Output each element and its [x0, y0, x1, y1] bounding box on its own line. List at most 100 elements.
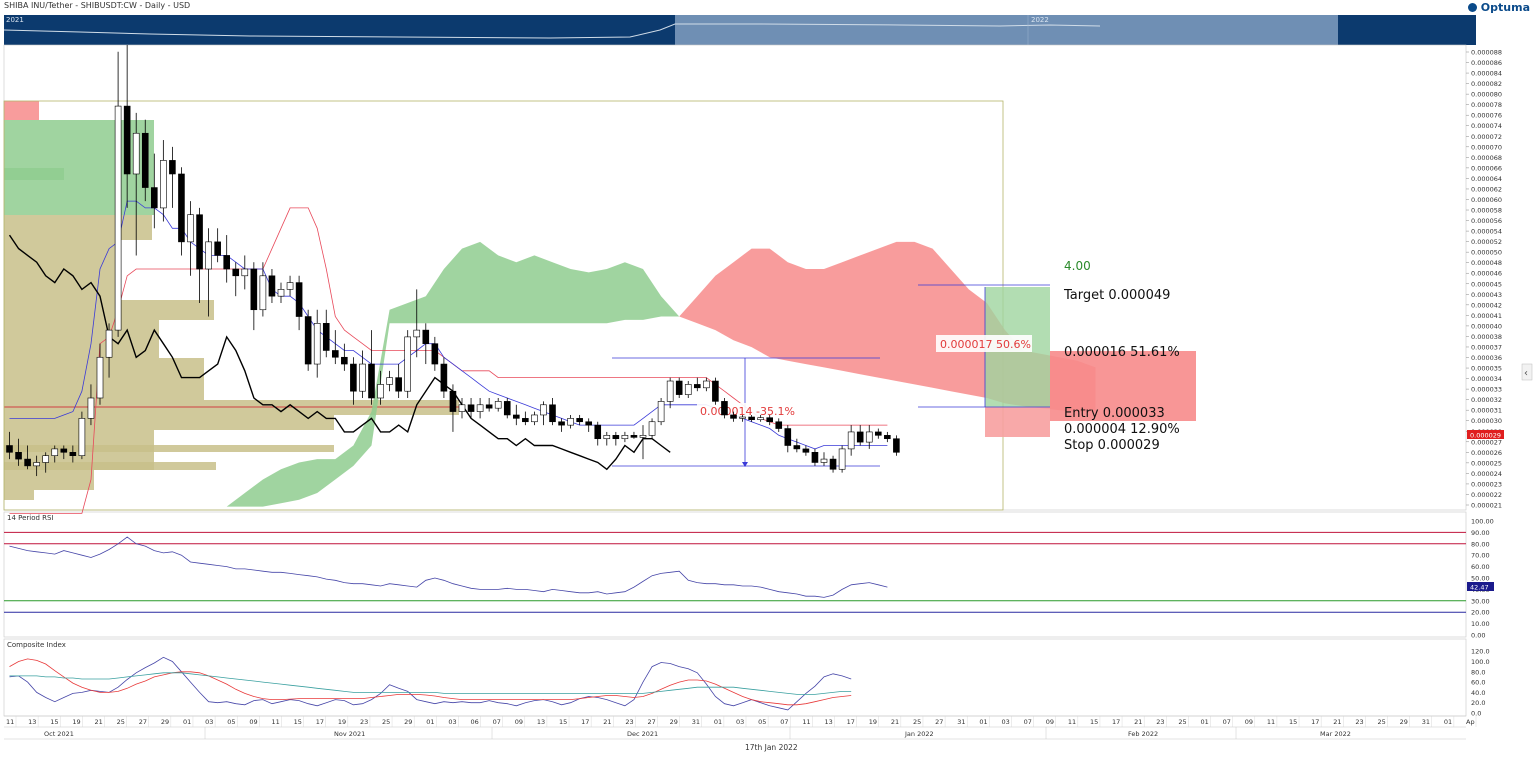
candle	[549, 397, 556, 426]
candle	[838, 445, 846, 473]
candle-body	[214, 241, 221, 256]
side-panel-toggle[interactable]	[1521, 363, 1533, 381]
entry-label: Entry 0.000033	[1064, 406, 1165, 421]
candle	[802, 445, 810, 456]
candle-body	[377, 384, 384, 399]
volume-profile-bar	[4, 358, 204, 400]
candle-body	[748, 416, 755, 421]
candle	[322, 309, 330, 358]
brand-logo: Optuma	[1467, 1, 1530, 14]
candle	[277, 282, 285, 303]
chart-title: SHIBA INU/Tether - SHIBUSDT:CW - Daily -…	[4, 1, 191, 10]
day-tick-label: 21	[891, 718, 899, 726]
day-tick-label: 17	[1112, 718, 1120, 726]
day-tick-label: 17	[316, 718, 324, 726]
candle-body	[277, 289, 285, 297]
candle-body	[395, 377, 402, 392]
candle	[811, 448, 819, 466]
candle	[874, 428, 882, 439]
day-tick-label: 23	[1156, 718, 1164, 726]
ci-fast-ma-line	[9, 658, 852, 706]
candle-body	[820, 458, 828, 463]
rsi-tick-label: 100.00	[1471, 518, 1494, 526]
candle	[350, 357, 357, 405]
day-tick-label: 31	[692, 718, 700, 726]
candle-body	[485, 404, 493, 409]
candle	[114, 51, 122, 337]
day-tick-label: 01	[426, 718, 434, 726]
candle	[331, 330, 339, 365]
candle-body	[567, 418, 574, 426]
position-tool[interactable]: 0.000017 50.6% 4.00 Target 0.000049 0.00001…	[918, 259, 1196, 453]
candle-body	[874, 431, 882, 436]
day-tick-label: 23	[360, 718, 368, 726]
day-tick-label: 15	[1289, 718, 1297, 726]
cloud-bullish	[226, 241, 680, 507]
last-price-badge	[1467, 430, 1504, 439]
candle	[847, 425, 855, 456]
candle	[96, 343, 104, 405]
candle	[639, 425, 647, 460]
ci-tick-label: 0.0	[1471, 710, 1481, 718]
candle-body	[232, 268, 240, 277]
candle-body	[648, 421, 656, 436]
price-tick-label: 0.000041	[1471, 312, 1502, 320]
rsi-tick-label: 90.00	[1471, 529, 1490, 537]
candle	[712, 377, 719, 405]
candle	[377, 370, 384, 405]
price-tick-label: 0.000030	[1471, 417, 1502, 425]
rsi-tick-label: 20.00	[1471, 609, 1490, 617]
volume-profile-bar	[4, 470, 94, 490]
day-tick-label: 15	[50, 718, 58, 726]
risk-label: 0.000004 12.90%	[1064, 422, 1180, 437]
candle-body	[503, 401, 511, 416]
candle	[775, 418, 783, 432]
price-tick-label: 0.000088	[1471, 49, 1502, 57]
candle-body	[60, 448, 68, 453]
day-tick-label: Ap	[1466, 718, 1475, 726]
candle	[205, 228, 212, 317]
candle-body	[178, 173, 185, 243]
candle	[458, 397, 466, 419]
day-tick-label: 09	[249, 718, 257, 726]
price-tick-label: 0.000034	[1471, 375, 1502, 383]
navigator-year-2022: 2022	[1031, 16, 1049, 24]
candle-body	[33, 462, 40, 467]
ichimoku-cloud	[226, 241, 1096, 507]
chikou-line	[8, 234, 671, 471]
candle-body	[313, 323, 321, 365]
chevron-left-icon[interactable]: ‹	[1524, 368, 1528, 379]
reward-label: 0.000016 51.61%	[1064, 345, 1180, 360]
day-tick-label: 01	[979, 718, 987, 726]
day-tick-label: 15	[294, 718, 302, 726]
risk-zone	[985, 407, 1050, 437]
rsi-tick-label: 80.00	[1471, 540, 1490, 548]
candle-body	[422, 329, 430, 344]
candle-body	[476, 404, 484, 412]
navigator-year-2021: 2021	[6, 16, 24, 24]
candle-body	[87, 397, 95, 419]
candle-body	[114, 105, 122, 331]
candle-body	[169, 160, 176, 175]
day-tick-label: 07	[780, 718, 788, 726]
day-tick-label: 09	[1046, 718, 1054, 726]
brand-name: Optuma	[1480, 1, 1530, 14]
rsi-value-label: 42.47	[1470, 584, 1489, 592]
candle	[51, 445, 59, 463]
day-tick-label: 29	[670, 718, 678, 726]
rsi-tick-label: 60.00	[1471, 563, 1490, 571]
candle-body	[739, 416, 746, 419]
price-tick-label: 0.000082	[1471, 80, 1502, 88]
candle	[766, 414, 774, 426]
candle-body	[241, 268, 249, 277]
candle	[893, 435, 900, 456]
day-tick-label: 13	[537, 718, 545, 726]
candle	[585, 418, 593, 432]
rsi-panel-frame	[3, 511, 1467, 638]
candle	[24, 445, 31, 470]
navigator-window[interactable]	[675, 15, 1338, 45]
candle-body	[386, 377, 393, 385]
current-date-label: 17th Jan 2022	[745, 743, 798, 752]
candle	[250, 262, 258, 331]
candle	[476, 397, 484, 419]
